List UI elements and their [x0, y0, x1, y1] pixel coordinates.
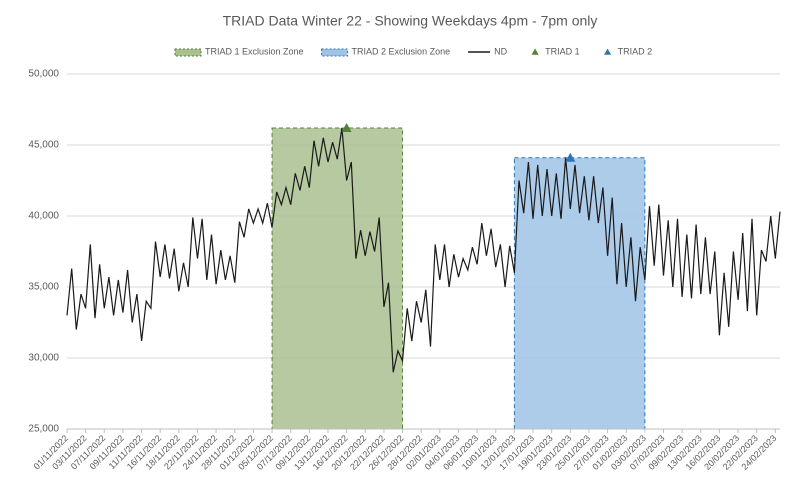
triad-marker: [341, 122, 352, 132]
y-tick-label: 40,000: [28, 211, 59, 222]
legend-label: ND: [494, 46, 507, 56]
triad-marker: [565, 152, 576, 162]
y-tick-label: 30,000: [28, 353, 59, 364]
legend-swatch: [321, 48, 349, 57]
chart-title: TRIAD Data Winter 22 - Showing Weekdays …: [223, 13, 598, 29]
legend-label: TRIAD 1: [545, 46, 580, 56]
y-tick-label: 25,000: [28, 424, 59, 435]
y-tick-label: 50,000: [28, 69, 59, 80]
y-tick-label: 35,000: [28, 282, 59, 293]
y-tick-label: 45,000: [28, 140, 59, 151]
exclusion-zone: [271, 127, 404, 430]
legend-label: TRIAD 2: [618, 46, 653, 56]
legend-swatch: [531, 48, 539, 55]
legend-label: TRIAD 2 Exclusion Zone: [352, 46, 451, 56]
exclusion-zone: [513, 157, 646, 430]
legend-swatch: [604, 48, 612, 55]
legend-label: TRIAD 1 Exclusion Zone: [205, 46, 304, 56]
legend-swatch: [174, 48, 202, 57]
nd-line: [66, 127, 781, 373]
